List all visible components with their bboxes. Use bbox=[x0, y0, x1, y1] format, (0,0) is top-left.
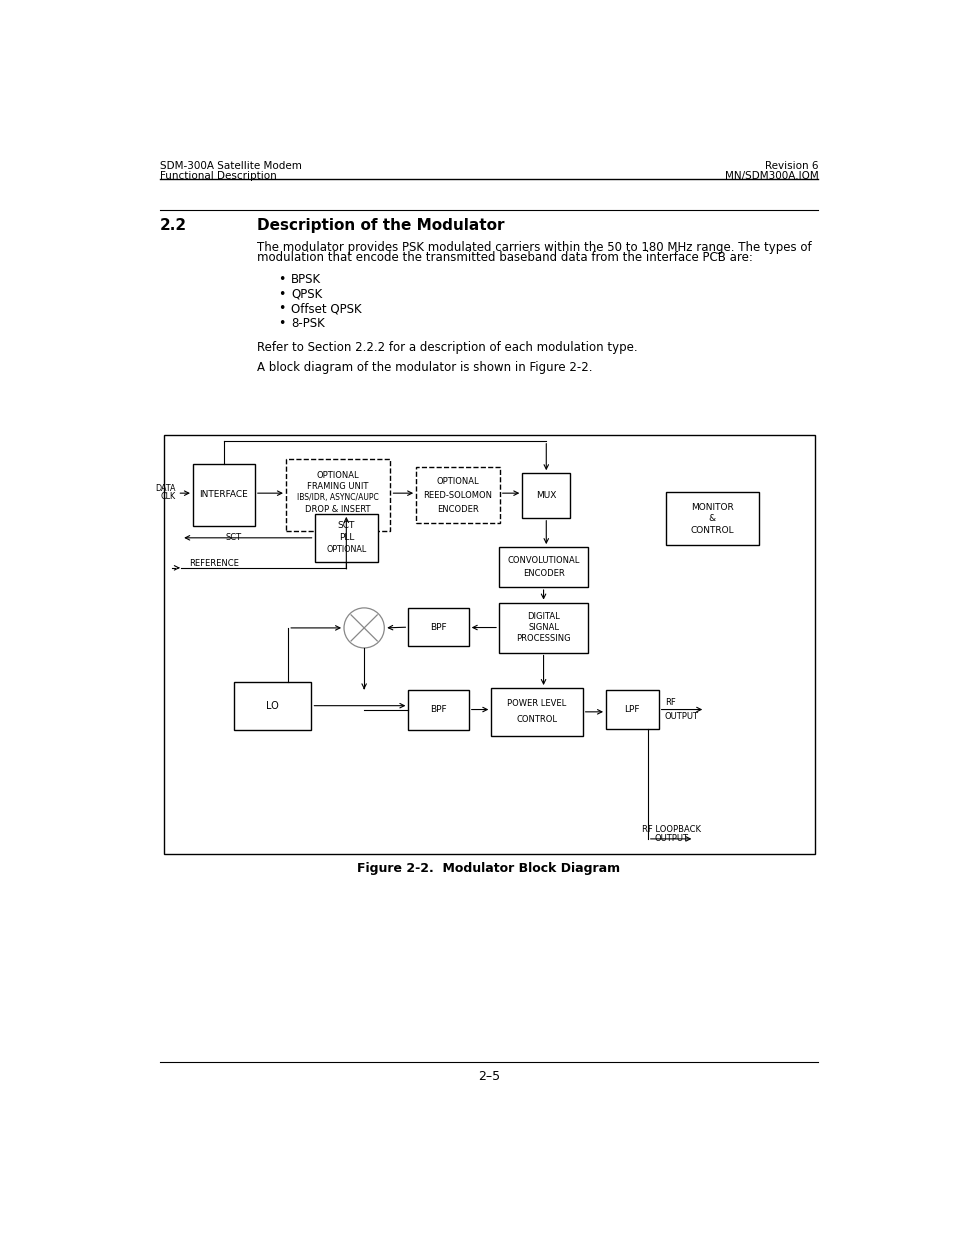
Text: DATA: DATA bbox=[155, 484, 175, 493]
Text: LO: LO bbox=[266, 700, 279, 710]
Text: ENCODER: ENCODER bbox=[436, 505, 478, 514]
Text: A block diagram of the modulator is shown in Figure 2-2.: A block diagram of the modulator is show… bbox=[257, 362, 592, 374]
Text: Refer to Section 2.2.2 for a description of each modulation type.: Refer to Section 2.2.2 for a description… bbox=[257, 341, 638, 353]
Text: &: & bbox=[708, 514, 715, 524]
Text: PROCESSING: PROCESSING bbox=[516, 634, 570, 643]
Text: SIGNAL: SIGNAL bbox=[528, 622, 558, 632]
Bar bbox=[233, 682, 311, 730]
Text: CLK: CLK bbox=[160, 492, 175, 500]
Bar bbox=[408, 608, 468, 646]
Text: OUTPUT: OUTPUT bbox=[654, 835, 687, 844]
Bar bbox=[665, 493, 758, 545]
Text: CONTROL: CONTROL bbox=[690, 526, 733, 535]
Bar bbox=[193, 464, 254, 526]
Text: Figure 2-2.  Modulator Block Diagram: Figure 2-2. Modulator Block Diagram bbox=[357, 862, 619, 874]
Bar bbox=[416, 467, 499, 524]
Text: The modulator provides PSK modulated carriers within the 50 to 180 MHz range. Th: The modulator provides PSK modulated car… bbox=[257, 241, 811, 253]
Bar bbox=[498, 547, 587, 587]
Text: Revision 6: Revision 6 bbox=[764, 162, 818, 172]
Text: RF LOOPBACK: RF LOOPBACK bbox=[640, 825, 700, 834]
Text: •: • bbox=[278, 273, 285, 287]
Text: •: • bbox=[278, 317, 285, 330]
Text: BPF: BPF bbox=[430, 705, 446, 714]
Text: SDM-300A Satellite Modem: SDM-300A Satellite Modem bbox=[159, 162, 301, 172]
Text: 8-PSK: 8-PSK bbox=[291, 317, 325, 330]
Text: Offset QPSK: Offset QPSK bbox=[291, 303, 361, 315]
Text: CONVOLUTIONAL: CONVOLUTIONAL bbox=[507, 556, 579, 564]
Text: LPF: LPF bbox=[624, 705, 639, 714]
Text: BPSK: BPSK bbox=[291, 273, 321, 287]
Bar bbox=[498, 603, 587, 652]
Text: OPTIONAL: OPTIONAL bbox=[326, 546, 366, 555]
Text: DIGITAL: DIGITAL bbox=[527, 613, 559, 621]
Text: PLL: PLL bbox=[338, 534, 354, 542]
Bar bbox=[521, 473, 570, 517]
Text: 2–5: 2–5 bbox=[477, 1070, 499, 1083]
Text: SCT: SCT bbox=[337, 521, 355, 530]
Text: RF: RF bbox=[664, 699, 675, 708]
Text: REFERENCE: REFERENCE bbox=[190, 559, 239, 568]
Text: ENCODER: ENCODER bbox=[522, 569, 564, 578]
Text: MUX: MUX bbox=[536, 492, 556, 500]
Text: OUTPUT: OUTPUT bbox=[664, 711, 699, 720]
Text: DROP & INSERT: DROP & INSERT bbox=[305, 505, 371, 514]
Text: SCT: SCT bbox=[225, 534, 241, 542]
Bar bbox=[314, 514, 377, 562]
Text: OPTIONAL: OPTIONAL bbox=[436, 477, 478, 485]
Text: POWER LEVEL: POWER LEVEL bbox=[507, 699, 566, 708]
Text: 2.2: 2.2 bbox=[159, 217, 187, 232]
Text: REED-SOLOMON: REED-SOLOMON bbox=[423, 490, 492, 500]
Bar bbox=[164, 435, 815, 855]
Bar bbox=[605, 690, 658, 729]
Text: Functional Description: Functional Description bbox=[159, 170, 276, 180]
Text: Description of the Modulator: Description of the Modulator bbox=[257, 217, 504, 232]
Text: CONTROL: CONTROL bbox=[516, 715, 557, 725]
Text: •: • bbox=[278, 303, 285, 315]
Bar bbox=[286, 459, 390, 531]
Text: FRAMING UNIT: FRAMING UNIT bbox=[307, 482, 369, 492]
Text: OPTIONAL: OPTIONAL bbox=[316, 471, 359, 479]
Text: MONITOR: MONITOR bbox=[690, 503, 733, 511]
Text: MN/SDM300A.IOM: MN/SDM300A.IOM bbox=[723, 170, 818, 180]
Text: IBS/IDR, ASYNC/AUPC: IBS/IDR, ASYNC/AUPC bbox=[297, 494, 378, 503]
Text: •: • bbox=[278, 288, 285, 300]
Bar bbox=[408, 689, 468, 730]
Text: INTERFACE: INTERFACE bbox=[199, 490, 248, 499]
Text: BPF: BPF bbox=[430, 622, 446, 631]
Text: QPSK: QPSK bbox=[291, 288, 322, 300]
Text: modulation that encode the transmitted baseband data from the interface PCB are:: modulation that encode the transmitted b… bbox=[257, 252, 752, 264]
Bar bbox=[491, 688, 582, 736]
